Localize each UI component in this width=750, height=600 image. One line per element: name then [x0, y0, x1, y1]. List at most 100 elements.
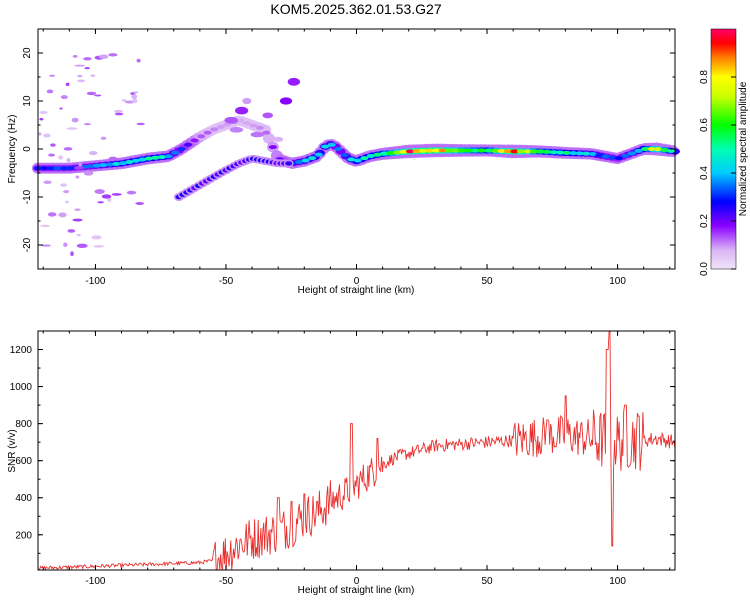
spectral-core: [445, 148, 454, 153]
spectrogram-x-axis-label: Height of straight line (km): [298, 285, 415, 296]
spectral-speckle: [287, 77, 301, 86]
spectrogram-y-ticks: -20 -10 0 10 20: [22, 28, 675, 270]
noise-speckle: [94, 94, 102, 97]
spectral-core: [627, 151, 636, 156]
spectral-core: [549, 150, 558, 155]
spectral-core: [131, 158, 140, 163]
y-tick-label: -20: [22, 237, 33, 252]
x-tick-label: -100: [85, 276, 105, 287]
noise-speckle: [132, 98, 138, 104]
spectral-core: [321, 144, 330, 149]
spectral-core: [347, 157, 356, 162]
noise-speckle: [93, 245, 104, 248]
spectral-core: [125, 159, 134, 164]
spectral-core: [497, 148, 506, 153]
spectral-core: [654, 147, 663, 152]
spectral-core: [249, 123, 258, 128]
snr-y-axis-label: SNR (v/v): [7, 429, 18, 472]
spectral-speckle: [279, 97, 293, 105]
spectral-core: [608, 155, 617, 160]
spectral-core: [308, 156, 317, 161]
spectral-core: [399, 149, 408, 154]
spectral-core: [523, 149, 532, 154]
y-tick-label: 20: [22, 47, 33, 59]
x-tick-label: -50: [219, 576, 234, 587]
spectral-core: [66, 166, 75, 171]
spectral-core: [516, 149, 525, 154]
noise-speckle: [43, 180, 52, 185]
noise-speckle: [74, 64, 86, 67]
snr-x-axis-label: Height of straight line (km): [298, 585, 415, 596]
noise-speckle: [66, 127, 78, 130]
x-tick-label: 0: [354, 576, 360, 587]
noise-speckle: [86, 91, 97, 96]
noise-speckle: [107, 197, 112, 202]
noise-speckle: [114, 109, 123, 113]
spectral-core: [203, 130, 212, 135]
spectral-core: [543, 149, 552, 154]
snr-y-ticks: 200 400 600 800 1000 1200: [10, 330, 675, 554]
spectral-core: [503, 149, 512, 154]
chart-title: KOM5.2025.362.01.53.G27: [270, 1, 441, 17]
noise-speckle: [47, 212, 57, 217]
x-tick-label: 100: [609, 276, 626, 287]
spectral-core: [360, 156, 369, 161]
spectral-core: [477, 148, 486, 153]
y-tick-label: 800: [15, 419, 32, 430]
spectral-core: [484, 148, 493, 153]
noise-speckle: [63, 147, 73, 151]
noise-speckle: [88, 150, 98, 156]
spectral-core: [588, 152, 597, 157]
noise-speckle: [77, 75, 83, 78]
x-tick-label: -50: [219, 276, 234, 287]
spectral-core: [105, 162, 114, 167]
spectral-core: [86, 164, 95, 169]
noise-speckle: [72, 218, 83, 222]
noise-speckle: [63, 242, 68, 248]
spectrogram-x-ticks: -100 -50 0 50 100: [42, 29, 671, 287]
noise-speckle: [49, 74, 56, 77]
noise-speckle: [114, 112, 124, 116]
colorbar-label: Normalized spectral amplitude: [738, 81, 749, 216]
noise-speckle: [60, 183, 67, 187]
colorbar-tick-label: 0.0: [699, 262, 710, 276]
spectral-core: [112, 161, 121, 166]
spectral-speckle: [242, 97, 252, 105]
x-tick-label: 50: [481, 576, 493, 587]
noise-speckle: [84, 67, 90, 70]
spectral-core: [314, 152, 323, 157]
y-tick-label: 1200: [10, 345, 33, 356]
noise-speckle: [43, 133, 51, 138]
noise-speckle: [133, 91, 139, 94]
spectrogram-y-axis-label: Frequency (Hz): [7, 115, 18, 184]
noise-speckle: [83, 170, 94, 176]
noise-speckle: [65, 200, 69, 204]
noise-speckle: [83, 57, 92, 61]
spectral-speckle: [273, 136, 284, 143]
spectral-core: [438, 148, 447, 153]
noise-speckle: [75, 175, 80, 179]
colorbar-frame: [710, 28, 737, 270]
spectral-core: [210, 127, 219, 132]
noise-speckle: [71, 117, 79, 123]
spectral-core: [392, 150, 401, 155]
noise-speckle: [91, 235, 102, 240]
y-tick-label: 0: [22, 146, 33, 152]
spectral-core: [634, 148, 643, 153]
colorbar: 0.0 0.2 0.4 0.6 0.8 Normalized spectral ampl…: [699, 28, 749, 276]
noise-speckle: [83, 123, 92, 126]
spectral-core: [216, 124, 225, 129]
spectral-core: [379, 151, 388, 156]
spectral-core: [432, 148, 441, 153]
x-tick-label: 50: [481, 276, 493, 287]
noise-speckle: [97, 201, 104, 204]
spectral-core: [419, 148, 428, 153]
branch-core: [285, 161, 293, 166]
noise-speckle: [39, 118, 44, 121]
noise-speckle: [136, 58, 141, 63]
spectral-core: [301, 158, 310, 163]
colorbar-tick-label: 0.8: [699, 70, 710, 84]
snr-panel: -100 -50 0 50 100 200 400 600 800 1000 1200 Heigh…: [7, 330, 676, 596]
noise-speckle: [59, 107, 63, 110]
